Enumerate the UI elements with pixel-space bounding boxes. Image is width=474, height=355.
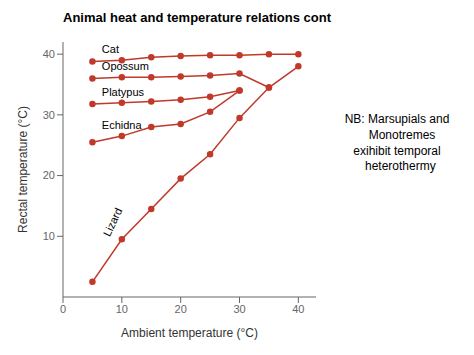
- html-text:exihibit temporal: exihibit temporal: [353, 143, 441, 158]
- svg-text:0: 0: [60, 303, 66, 315]
- svg-text:Lizard: Lizard: [101, 206, 125, 238]
- svg-text:Cat: Cat: [102, 43, 119, 55]
- svg-text:20: 20: [175, 303, 187, 315]
- html-text:Monotremes: Monotremes: [358, 128, 436, 142]
- svg-text:10: 10: [43, 230, 55, 242]
- svg-text:20: 20: [43, 169, 55, 181]
- svg-text:40: 40: [292, 303, 304, 315]
- svg-text:Opossum: Opossum: [102, 60, 149, 72]
- html-text:Animal heat and temperature re: Animal heat and temperature relations co…: [63, 10, 331, 25]
- svg-text:10: 10: [116, 303, 128, 315]
- html-text:heterothermy: heterothermy: [358, 159, 436, 174]
- svg-text:Echidna: Echidna: [102, 119, 143, 131]
- html-text:NB: Marsupials and: NB: Marsupials and: [344, 112, 450, 127]
- svg-text:30: 30: [43, 109, 55, 121]
- svg-text:Platypus: Platypus: [102, 86, 145, 98]
- svg-text:Ambient temperature (°C): Ambient temperature (°C): [121, 326, 258, 340]
- svg-text:30: 30: [233, 303, 245, 315]
- svg-text:40: 40: [43, 48, 55, 60]
- svg-text:Rectal temperature (°C): Rectal temperature (°C): [16, 106, 30, 233]
